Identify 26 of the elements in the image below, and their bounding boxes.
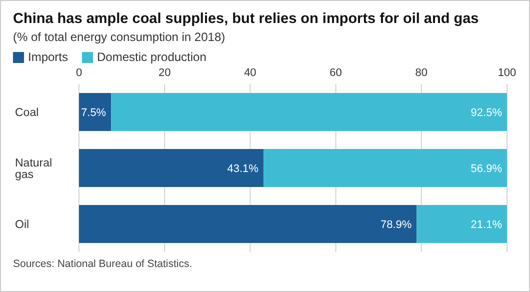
chart-title: China has ample coal supplies, but relies on imports for oil and gas bbox=[13, 11, 480, 27]
y-tick-label: Coal bbox=[15, 107, 39, 120]
chart-subtitle: (% of total energy consumption in 2018) bbox=[13, 30, 226, 44]
data-label: 56.9% bbox=[470, 162, 502, 175]
x-tick-label: 20 bbox=[158, 67, 171, 79]
bar bbox=[111, 93, 507, 131]
x-tick-label: 40 bbox=[244, 67, 256, 79]
x-tick-label: 60 bbox=[330, 67, 342, 79]
data-label: 21.1% bbox=[470, 218, 502, 231]
data-label: 92.5% bbox=[470, 106, 502, 119]
x-tick-label: 0 bbox=[76, 67, 82, 79]
legend-label: Imports bbox=[28, 50, 68, 64]
x-tick-label: 100 bbox=[498, 67, 516, 79]
y-tick-label: Natural gas bbox=[15, 157, 52, 181]
data-label: 7.5% bbox=[81, 106, 106, 119]
bar bbox=[416, 205, 507, 243]
y-tick-label: Oil bbox=[15, 219, 30, 232]
x-tick-label: 80 bbox=[415, 67, 428, 79]
legend-label: Domestic production bbox=[97, 50, 206, 64]
data-label: 78.9% bbox=[380, 218, 412, 231]
bar bbox=[79, 205, 417, 243]
data-label: 43.1% bbox=[227, 162, 259, 175]
bar bbox=[79, 93, 112, 131]
bar bbox=[263, 149, 507, 187]
source-note: Sources: National Bureau of Statistics. bbox=[13, 258, 194, 270]
bar bbox=[79, 149, 264, 187]
